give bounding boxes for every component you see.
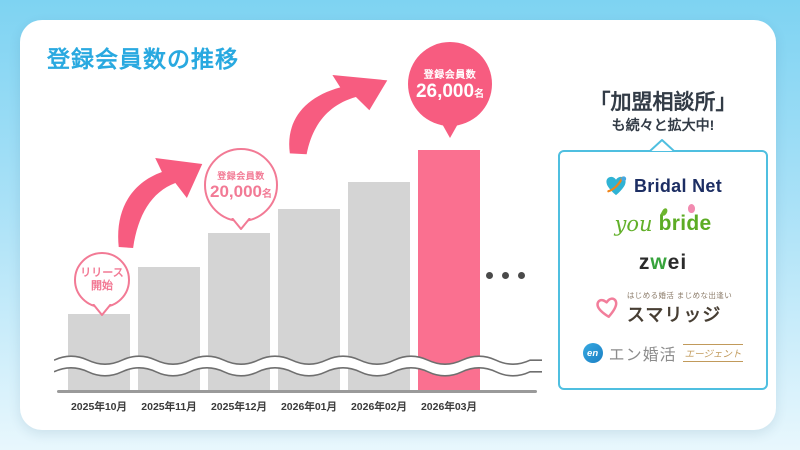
youbride-wordmark-bold: bride (658, 212, 712, 236)
en-konkatsu-wordmark: エン婚活 (608, 347, 677, 365)
bar-6 (418, 150, 480, 392)
logo-youbride: you bride (614, 204, 712, 237)
members-value: 20,000名 (210, 181, 272, 201)
members-20000-balloon: 登録会員数 20,000名 (204, 148, 278, 222)
youbride-wordmark-script: you (614, 212, 653, 237)
x-axis-label-2: 2025年11月 (141, 401, 197, 413)
growth-arrow-icon (289, 75, 388, 155)
release-callout-balloon: リリース 開始 (74, 252, 130, 308)
logo-en-konkatsu: en エン婚活 エージェント (582, 341, 744, 365)
dot-icon (502, 272, 509, 279)
bar-1 (68, 314, 130, 392)
dot-icon (518, 272, 525, 279)
smarriage-text-block: はじめる婚活 まじめな出逢い スマリッジ (627, 290, 732, 327)
members-value: 26,000名 (415, 80, 485, 102)
zwei-wordmark-w: w (650, 250, 668, 274)
members-unit: 名 (262, 188, 272, 200)
release-label-line2: 開始 (91, 280, 113, 292)
logo-bridal-net: Bridal Net (604, 175, 722, 198)
en-badge-icon: en (582, 343, 603, 364)
bar-5 (348, 182, 410, 392)
partner-panel-subheading: も続々と拡大中! (611, 117, 715, 133)
page-title: 登録会員数の推移 (47, 46, 239, 72)
x-axis-label-6: 2026年03月 (420, 401, 478, 413)
growth-arrow-icon (118, 158, 203, 248)
x-axis-label-5: 2026年02月 (350, 401, 408, 413)
zwei-wordmark-ei: ei (667, 250, 688, 274)
flower-icon (688, 204, 696, 214)
continuation-dots-icon (486, 272, 525, 279)
x-axis-label-4: 2026年01月 (280, 401, 338, 413)
zwei-wordmark-z: z (638, 250, 651, 274)
speech-bubble-notch-icon (649, 139, 675, 151)
balloon-tail-icon (231, 218, 251, 230)
x-axis-line (57, 390, 537, 393)
en-konkatsu-suffix: エージェント (682, 344, 744, 363)
axis-break-wave (54, 355, 542, 377)
logo-smarriage: はじめる婚活 まじめな出逢い スマリッジ (594, 290, 732, 327)
balloon-tail-icon (441, 122, 459, 138)
members-unit: 名 (474, 88, 485, 100)
release-label-line1: リリース (80, 266, 124, 279)
smarriage-heart-icon (596, 297, 618, 318)
logo-zwei: z w ei (639, 251, 687, 275)
partner-logos-card: Bridal Net you bride z w ei はじめる婚活 まじめな出逢い … (558, 150, 768, 390)
partner-panel-heading: 「加盟相談所」 (589, 91, 737, 114)
bridal-net-wordmark: Bridal Net (633, 175, 723, 196)
x-axis-label-1: 2025年10月 (70, 401, 128, 413)
x-axis-label-3: 2025年12月 (210, 401, 268, 413)
members-caption: 登録会員数 (217, 170, 265, 181)
smarriage-tagline: はじめる婚活 まじめな出逢い (626, 290, 733, 300)
balloon-tail-icon (92, 304, 112, 316)
smarriage-wordmark: スマリッジ (626, 304, 722, 325)
bridal-net-heart-icon (606, 175, 627, 195)
members-caption: 登録会員数 (423, 69, 477, 81)
dot-icon (486, 272, 493, 279)
members-26000-balloon: 登録会員数 26,000名 (408, 42, 492, 126)
